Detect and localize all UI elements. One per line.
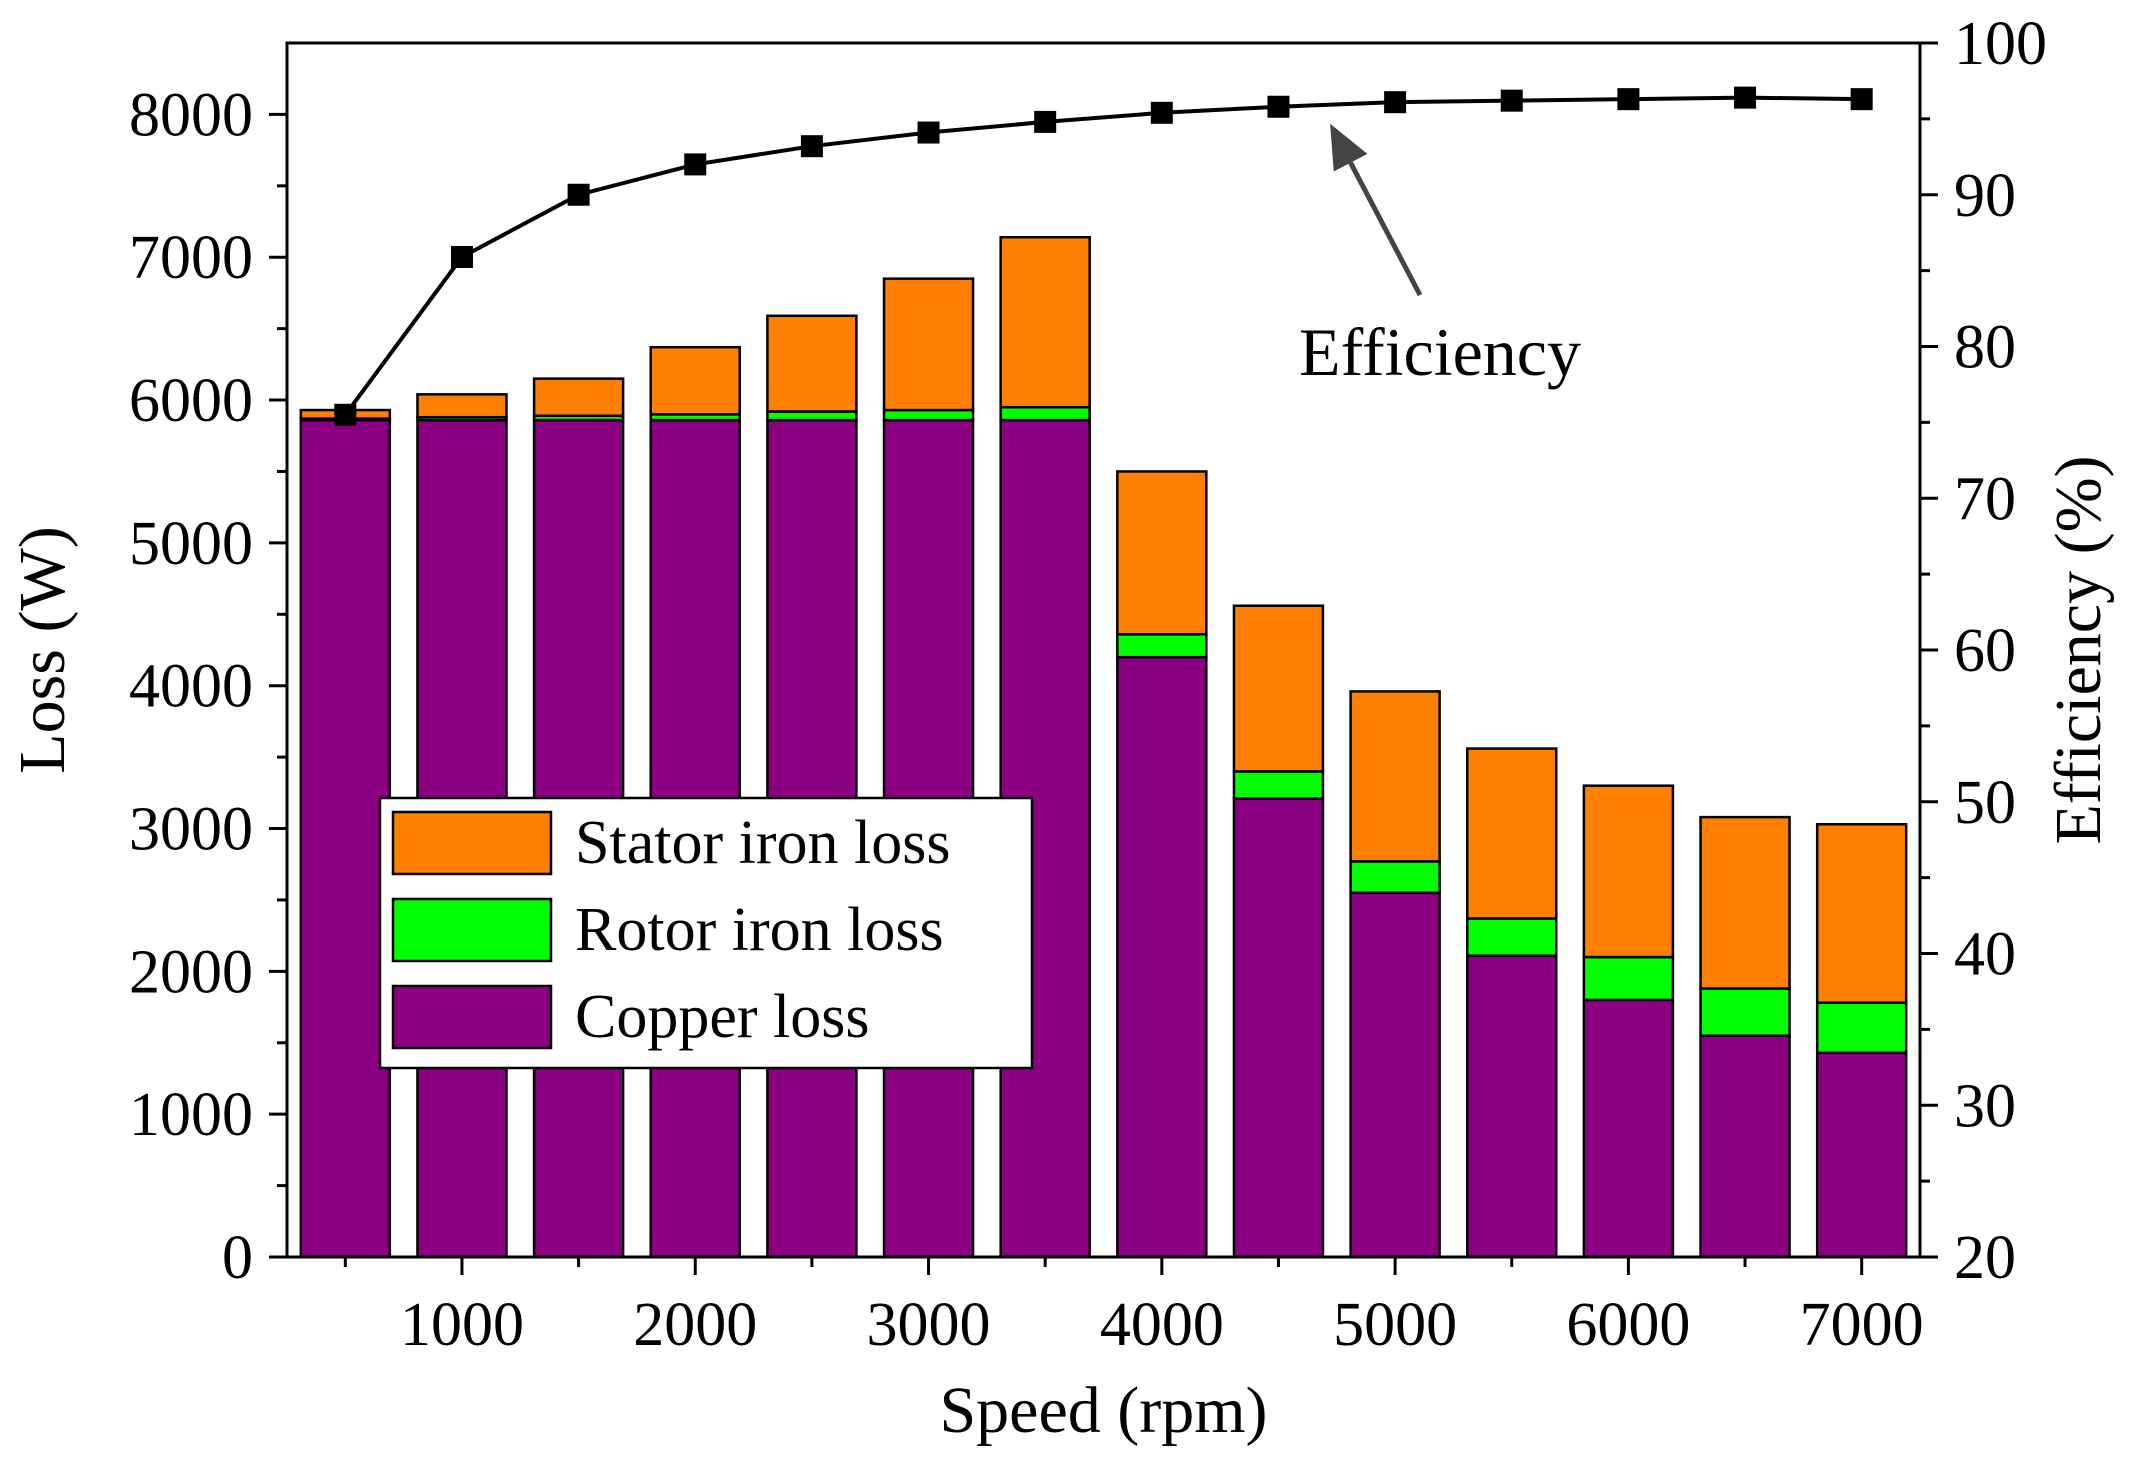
efficiency-point-2500: [800, 135, 823, 158]
y2-tick-label-40: 40: [1954, 921, 2016, 989]
y2-tick-label-100: 100: [1954, 10, 2047, 78]
y2-axis-title: Efficiency (%): [2042, 455, 2115, 844]
bar-copper-loss-6500: [1699, 1034, 1791, 1259]
y-tick-label-3000: 3000: [129, 796, 253, 864]
y-tick-label-8000: 8000: [129, 81, 253, 149]
bars-layer: [299, 235, 1908, 1259]
legend-label-copper-loss: Copper loss: [575, 983, 870, 1051]
bar-rotor-iron-loss-6500: [1699, 987, 1791, 1037]
efficiency-annotation-arrow-shaft: [1348, 161, 1423, 297]
bar-rotor-iron-loss-3500: [999, 405, 1091, 422]
y2-tick-label-90: 90: [1954, 162, 2016, 230]
efficiency-point-500: [334, 403, 357, 426]
efficiency-point-2000: [684, 153, 707, 176]
efficiency-point-1500: [567, 183, 590, 206]
bar-stator-iron-loss-5000: [1349, 690, 1441, 863]
bar-stator-iron-loss-5500: [1466, 747, 1558, 920]
y-tick-label-1000: 1000: [129, 1081, 253, 1149]
efficiency-annotation-label: Efficiency: [1299, 314, 1581, 390]
y-tick-label-0: 0: [222, 1224, 253, 1292]
legend-label-stator-iron-loss: Stator iron loss: [575, 809, 950, 877]
y-tick-label-2000: 2000: [129, 938, 253, 1006]
efficiency-point-4500: [1267, 95, 1290, 118]
efficiency-point-1000: [450, 245, 473, 268]
x-tick-label-5000: 5000: [1333, 1291, 1457, 1359]
bar-stator-iron-loss-7000: [1815, 822, 1908, 1005]
bar-copper-loss-4000: [1116, 655, 1208, 1259]
x-tick-label-1000: 1000: [400, 1291, 524, 1359]
x-tick-label-2000: 2000: [633, 1291, 757, 1359]
y-tick-label-5000: 5000: [129, 510, 253, 578]
efficiency-point-6000: [1617, 88, 1640, 111]
annotation-layer: Efficiency: [1299, 123, 1581, 390]
y2-tick-label-70: 70: [1954, 465, 2016, 533]
bar-stator-iron-loss-3500: [999, 235, 1091, 409]
efficiency-point-7000: [1850, 88, 1873, 111]
bar-rotor-iron-loss-7000: [1815, 1001, 1908, 1055]
legend-swatch-rotor-iron-loss: [391, 897, 553, 963]
plot-area-border: [285, 41, 1922, 1259]
x-tick-label-6000: 6000: [1566, 1291, 1690, 1359]
bar-rotor-iron-loss-5000: [1349, 860, 1441, 895]
x-tick-label-4000: 4000: [1100, 1291, 1224, 1359]
efficiency-point-5000: [1384, 91, 1407, 114]
bar-stator-iron-loss-1000: [416, 393, 508, 419]
legend: Stator iron loss Rotor iron loss Copper lo…: [378, 796, 1034, 1070]
efficiency-annotation-arrow-head: [1330, 123, 1368, 172]
legend-swatch-stator-iron-loss: [391, 810, 553, 876]
bar-rotor-iron-loss-4500: [1232, 770, 1325, 800]
bar-stator-iron-loss-3000: [882, 277, 975, 412]
bar-rotor-iron-loss-4000: [1116, 633, 1208, 659]
efficiency-line-layer: [334, 86, 1873, 426]
bar-stator-iron-loss-6000: [1582, 784, 1675, 959]
bar-rotor-iron-loss-5500: [1466, 917, 1558, 957]
efficiency-point-3500: [1034, 110, 1057, 133]
bar-rotor-iron-loss-3000: [882, 408, 975, 422]
bar-copper-loss-5000: [1349, 891, 1441, 1259]
efficiency-series-line: [343, 95, 1862, 416]
y2-tick-label-30: 30: [1954, 1072, 2016, 1140]
y2-tick-label-50: 50: [1954, 769, 2016, 837]
y2-tick-label-60: 60: [1954, 617, 2016, 685]
bar-copper-loss-7000: [1815, 1051, 1908, 1259]
bar-rotor-iron-loss-2500: [766, 410, 858, 422]
x-axis-title: Speed (rpm): [939, 1374, 1267, 1447]
legend-swatch-copper-loss: [391, 984, 553, 1050]
bar-stator-iron-loss-4500: [1232, 604, 1325, 773]
bar-stator-iron-loss-2000: [649, 345, 741, 416]
y2-tick-label-80: 80: [1954, 314, 2016, 382]
y2-tick-label-20: 20: [1954, 1224, 2016, 1292]
bar-stator-iron-loss-6500: [1699, 815, 1791, 990]
bar-copper-loss-5500: [1466, 954, 1558, 1259]
bar-copper-loss-6000: [1582, 998, 1675, 1259]
bar-copper-loss-500: [299, 418, 392, 1259]
x-tick-label-3000: 3000: [867, 1291, 991, 1359]
plot-frame-layer: [285, 41, 1922, 1259]
bar-copper-loss-4500: [1232, 797, 1325, 1259]
bar-stator-iron-loss-2500: [766, 314, 858, 413]
y-tick-label-7000: 7000: [129, 224, 253, 292]
bar-stator-iron-loss-1500: [532, 377, 625, 418]
efficiency-point-6500: [1734, 86, 1757, 109]
efficiency-point-4000: [1150, 101, 1173, 124]
x-tick-label-7000: 7000: [1800, 1291, 1924, 1359]
y-axis-title: Loss (W): [6, 526, 79, 773]
y-tick-label-6000: 6000: [129, 367, 253, 435]
bar-stator-iron-loss-4000: [1116, 470, 1208, 636]
legend-label-rotor-iron-loss: Rotor iron loss: [575, 896, 944, 964]
ticks-layer: 0 1000 2000 3000 4000 5000 6000 7000 8000 20 30 40 5…: [6, 10, 2115, 1447]
efficiency-point-5500: [1500, 89, 1523, 112]
bar-rotor-iron-loss-6000: [1582, 955, 1675, 1002]
y-tick-label-4000: 4000: [129, 653, 253, 721]
efficiency-point-3000: [917, 121, 940, 144]
